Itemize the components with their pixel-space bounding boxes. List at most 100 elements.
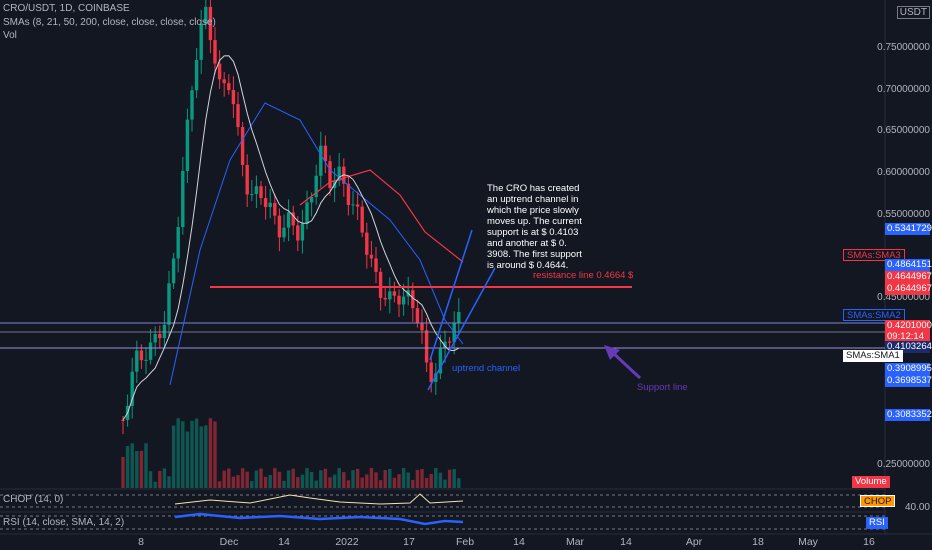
candle-body [213,40,217,64]
candle-body [305,202,309,224]
candle-body [457,311,461,324]
candle-body [273,202,277,216]
candle-body [181,171,185,227]
currency[interactable]: USDT [896,6,930,19]
candle-body [300,223,305,241]
candle-body [447,341,452,343]
candle-body [314,175,318,197]
time-tick: 8 [138,536,144,548]
candle-body [158,334,162,339]
volume-bar [447,469,452,488]
volume-bar [181,421,185,488]
candle-body [135,350,139,372]
candle-body [291,212,295,226]
volume-bar [443,479,447,488]
candle-body [263,198,268,208]
candle-body [190,90,194,120]
sma-label: SMAs:SMA3 [843,249,905,261]
volume-bar [401,468,406,488]
volume-bar [263,476,268,488]
candle-body [176,226,180,259]
candle-body [401,296,406,305]
candle-body [236,104,240,128]
candle-body [240,127,245,165]
volume-bar [420,469,424,488]
channel-line [429,229,473,361]
rsi-legend: RSI (14, close, SMA, 14, 2) [3,517,125,528]
candle-body [378,271,383,298]
volume-bar [319,470,323,488]
volume-bar [125,446,130,488]
candle-body [282,227,286,238]
volume-bar [176,418,180,488]
volume-bar [236,475,240,488]
candle-body [392,291,397,296]
chop-line [174,493,464,505]
candle-body [355,204,360,207]
volume-bar [158,470,162,488]
resistance-label: resistance line 0.4664 $ [533,270,634,281]
candle-body [369,254,374,259]
price-badge: 0.46449672 [885,283,932,295]
candle-body [346,183,351,205]
channel-label: uptrend channel [452,363,521,374]
vol-legend: Vol [3,30,17,41]
candle-body [199,23,203,60]
candle-body [328,161,332,189]
volume-bar [190,420,194,488]
time-tick: 16 [863,536,875,548]
candles [121,0,461,434]
volume-bar [429,473,433,488]
volume-bar [305,468,309,488]
volume-bar [171,425,176,488]
volume-bar [337,468,341,488]
candle-body [208,6,213,41]
candle-body [185,119,190,172]
volume-bar [259,468,263,488]
candle-body [139,350,144,361]
candle-body [319,145,323,176]
candle-body [250,194,254,196]
volume-bar [130,443,134,488]
candle-body [217,63,222,80]
candle-body [268,202,272,208]
price-badge: 0.53417298 [885,223,932,235]
chop-label: CHOP [860,495,896,507]
arrow-head [604,345,620,360]
volume-bar [346,480,351,488]
volume-bar [167,476,171,488]
volume-bar [185,431,190,488]
volume-bar [250,481,254,488]
symbol: CRO/USDT, 1D, COINBASE [3,3,130,14]
sma-legend: SMAs (8, 21, 50, 200, close, close, clos… [3,17,216,28]
volume-bar [153,481,157,488]
candle-body [411,290,415,309]
price-badge: 0.30833521 [885,409,932,421]
price-tick: 0.60000000 [877,167,930,178]
candle-body [148,342,153,360]
time-tick: Mar [565,536,585,548]
sma-8 [122,55,460,421]
volume-bar [314,480,318,488]
price-tick: 0.65000000 [877,125,930,136]
price-tick: 0.75000000 [877,42,930,53]
countdown: 09:12:14 [885,331,930,343]
rsi-label: RSI [866,517,888,529]
volume-bar [415,469,420,488]
volume-bar [121,457,125,488]
candle-body [351,204,355,206]
volume-bar [139,450,144,488]
candle-body [360,206,364,233]
volume-bar [245,471,249,488]
volume-bar [217,481,222,488]
volume-bar [273,468,277,488]
candle-body [429,362,433,382]
volume-bar [457,478,461,488]
candle-body [121,420,125,421]
volume-bar [231,476,236,488]
volume-bar [291,468,295,488]
candle-body [286,212,291,228]
volume-bar [342,472,346,488]
